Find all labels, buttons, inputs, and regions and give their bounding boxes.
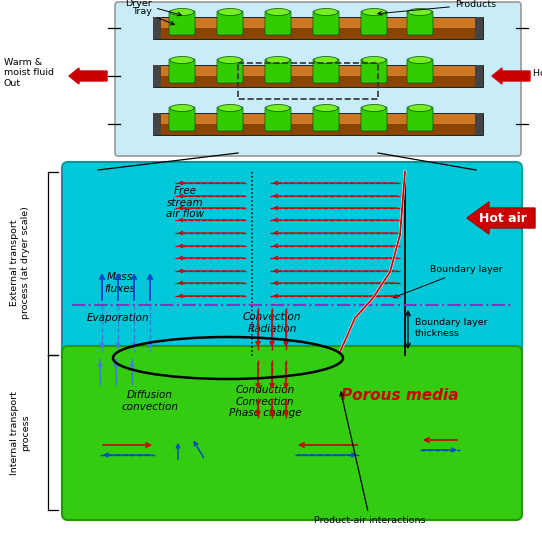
Ellipse shape [218, 57, 242, 63]
Ellipse shape [170, 104, 194, 112]
Text: Hot air: Hot air [479, 212, 527, 224]
Text: Dryer: Dryer [125, 0, 181, 16]
Text: Hot fluid in: Hot fluid in [533, 69, 542, 78]
Ellipse shape [314, 8, 338, 15]
Ellipse shape [314, 57, 338, 63]
FancyBboxPatch shape [153, 65, 483, 87]
FancyBboxPatch shape [153, 113, 483, 135]
Text: Internal transport
process: Internal transport process [10, 391, 30, 475]
Ellipse shape [362, 8, 386, 15]
Text: Boundary layer
thickness: Boundary layer thickness [415, 318, 488, 338]
FancyBboxPatch shape [313, 107, 339, 131]
Text: Mass
fluxes: Mass fluxes [105, 272, 136, 294]
Text: Free
stream
air flow: Free stream air flow [166, 186, 204, 219]
Text: External transport
process (at dryer scale): External transport process (at dryer sca… [10, 207, 30, 320]
Ellipse shape [218, 104, 242, 112]
FancyBboxPatch shape [361, 107, 387, 131]
Text: Convection
Radiation: Convection Radiation [243, 312, 301, 334]
Ellipse shape [408, 57, 432, 63]
FancyBboxPatch shape [153, 17, 483, 39]
FancyArrow shape [69, 68, 107, 84]
FancyBboxPatch shape [62, 346, 522, 520]
Ellipse shape [362, 104, 386, 112]
FancyBboxPatch shape [475, 113, 483, 135]
FancyBboxPatch shape [154, 114, 482, 124]
FancyBboxPatch shape [153, 17, 161, 39]
Text: Tray: Tray [132, 7, 175, 25]
Ellipse shape [408, 8, 432, 15]
Ellipse shape [408, 104, 432, 112]
FancyBboxPatch shape [169, 107, 195, 131]
Ellipse shape [218, 8, 242, 15]
FancyBboxPatch shape [153, 65, 161, 87]
FancyBboxPatch shape [407, 11, 433, 35]
FancyBboxPatch shape [169, 11, 195, 35]
FancyBboxPatch shape [153, 113, 161, 135]
Text: Product-air interactions: Product-air interactions [314, 392, 426, 525]
FancyBboxPatch shape [217, 107, 243, 131]
FancyBboxPatch shape [217, 59, 243, 83]
FancyBboxPatch shape [115, 2, 521, 156]
FancyBboxPatch shape [407, 59, 433, 83]
FancyBboxPatch shape [407, 107, 433, 131]
FancyBboxPatch shape [169, 59, 195, 83]
FancyBboxPatch shape [475, 17, 483, 39]
Text: Evaporation: Evaporation [87, 313, 149, 323]
Ellipse shape [362, 57, 386, 63]
Text: Diffusion
convection: Diffusion convection [121, 390, 178, 411]
Bar [238, 63, 378, 99]
Text: Warm &
moist fluid
Out: Warm & moist fluid Out [4, 58, 54, 88]
Ellipse shape [266, 104, 290, 112]
FancyBboxPatch shape [313, 11, 339, 35]
Ellipse shape [170, 8, 194, 15]
FancyArrow shape [467, 202, 535, 234]
FancyBboxPatch shape [154, 66, 482, 76]
FancyBboxPatch shape [154, 18, 482, 28]
FancyBboxPatch shape [265, 107, 291, 131]
FancyBboxPatch shape [217, 11, 243, 35]
Ellipse shape [266, 57, 290, 63]
FancyBboxPatch shape [313, 59, 339, 83]
Text: Conduction
Convection
Phase change: Conduction Convection Phase change [229, 385, 301, 418]
Text: Porous media: Porous media [341, 388, 459, 403]
FancyBboxPatch shape [265, 11, 291, 35]
FancyBboxPatch shape [361, 59, 387, 83]
FancyBboxPatch shape [62, 162, 522, 364]
Text: Boundary layer: Boundary layer [393, 265, 502, 298]
FancyBboxPatch shape [475, 65, 483, 87]
FancyArrow shape [492, 68, 530, 84]
Ellipse shape [314, 104, 338, 112]
FancyBboxPatch shape [265, 59, 291, 83]
Ellipse shape [266, 8, 290, 15]
FancyBboxPatch shape [361, 11, 387, 35]
Text: Products: Products [378, 0, 496, 15]
Ellipse shape [170, 57, 194, 63]
